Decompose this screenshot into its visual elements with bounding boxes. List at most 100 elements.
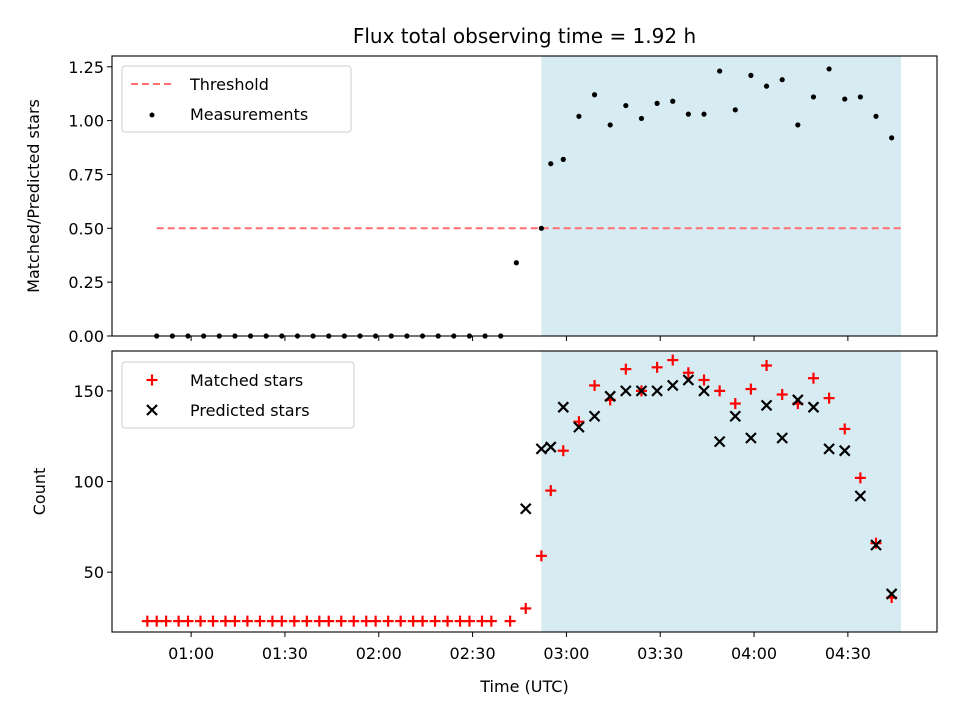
x-tick-label: 01:30 xyxy=(262,644,308,663)
matched-star-point xyxy=(313,615,325,627)
legend-matched-label: Matched stars xyxy=(190,371,303,390)
matched-star-point xyxy=(520,602,532,614)
x-tick-label: 02:30 xyxy=(450,644,496,663)
matched-star-point xyxy=(220,615,232,627)
matched-star-point xyxy=(667,354,679,366)
x-axis-label: Time (UTC) xyxy=(479,677,568,696)
matched-star-point xyxy=(504,615,516,627)
matched-star-point xyxy=(535,550,547,562)
top-y-tick-label: 0.50 xyxy=(68,219,104,238)
measurement-point xyxy=(795,122,801,128)
x-tick-label: 04:30 xyxy=(825,644,871,663)
predicted-star-point xyxy=(885,588,898,600)
measurement-point xyxy=(560,156,566,162)
predicted-star-point xyxy=(604,390,616,403)
predicted-star-point xyxy=(870,539,882,551)
top-legend-box xyxy=(121,65,352,133)
matched-star-point xyxy=(266,615,278,627)
measurement-point xyxy=(576,113,582,119)
measurement-point xyxy=(607,122,613,128)
x-tick-label: 01:00 xyxy=(168,644,214,663)
matched-star-point xyxy=(620,363,632,375)
predicted-star-point xyxy=(651,385,663,397)
matched-star-point xyxy=(442,615,454,627)
measurement-point xyxy=(638,115,645,122)
top-y-ticks: 0.00 0.25 0.50 0.75 1.00 1.25 xyxy=(68,58,112,346)
matched-star-point xyxy=(360,615,372,627)
matched-star-point xyxy=(729,398,741,410)
matched-star-point xyxy=(839,423,851,435)
matched-star-point xyxy=(454,615,466,627)
measurement-point xyxy=(826,66,832,72)
matched-star-point xyxy=(207,615,219,627)
x-tick-label: 02:00 xyxy=(356,644,402,663)
bottom-observing-window xyxy=(541,351,902,632)
matched-star-point xyxy=(870,537,882,549)
legend-threshold-label: Threshold xyxy=(189,75,269,94)
x-tick-label: 04:00 xyxy=(731,644,777,663)
predicted-star-point xyxy=(535,443,548,455)
top-y-axis-label: Matched/Predicted stars xyxy=(24,99,43,293)
legend-predicted-label: Predicted stars xyxy=(190,401,310,420)
predicted-star-point xyxy=(776,432,788,444)
measurement-point xyxy=(717,68,723,74)
x-tick-label: 03:00 xyxy=(543,644,589,663)
bottom-legend-box xyxy=(121,361,355,429)
predicted-star-point xyxy=(807,401,820,413)
measurement-point xyxy=(685,111,691,117)
matched-star-point xyxy=(241,615,253,627)
predicted-star-point xyxy=(557,401,570,413)
matched-star-point xyxy=(407,615,419,627)
measurement-point xyxy=(873,113,879,119)
predicted-star-point xyxy=(620,385,632,397)
legend-x-marker xyxy=(146,404,158,416)
x-tick-label: 03:30 xyxy=(637,644,683,663)
matched-star-point xyxy=(651,361,663,373)
measurement-point xyxy=(701,111,707,117)
predicted-star-point xyxy=(854,490,867,502)
measurement-point xyxy=(748,72,754,78)
measurement-point xyxy=(548,161,554,167)
measurement-point xyxy=(513,260,519,266)
predicted-star-point xyxy=(588,410,601,423)
matched-star-point xyxy=(254,615,266,627)
measurement-point xyxy=(591,92,598,98)
legend-measurements-swatch xyxy=(149,112,155,118)
predicted-star-point xyxy=(729,410,742,423)
matched-star-point xyxy=(745,383,757,395)
matched-star-point xyxy=(698,374,710,386)
bottom-y-tick-label: 50 xyxy=(84,563,104,582)
matched-star-point xyxy=(557,445,569,457)
matched-star-point xyxy=(173,615,185,627)
matched-star-point xyxy=(589,379,601,391)
measurement-point xyxy=(670,98,676,104)
predicted-star-point xyxy=(792,394,804,406)
predicted-star-point xyxy=(682,374,695,386)
bottom-y-tick-label: 150 xyxy=(73,382,104,401)
legend-measurements-label: Measurements xyxy=(190,105,308,124)
measurement-point xyxy=(654,100,660,106)
predicted-star-point xyxy=(544,441,557,453)
measurement-point xyxy=(779,77,785,83)
predicted-star-point xyxy=(666,379,679,392)
matched-star-point xyxy=(823,392,835,404)
matched-star-point xyxy=(151,615,163,627)
legend-matched-swatch xyxy=(146,374,158,386)
matched-star-point xyxy=(714,385,726,397)
matched-star-point xyxy=(301,615,313,627)
predicted-star-point xyxy=(519,502,532,515)
matched-star-point xyxy=(323,615,335,627)
top-y-tick-label: 0.75 xyxy=(68,165,104,184)
matched-star-point xyxy=(370,615,382,627)
matched-star-point xyxy=(141,615,153,627)
matched-star-point xyxy=(182,615,194,627)
measurement-point xyxy=(857,94,863,100)
measurement-point xyxy=(623,102,629,109)
matched-star-point xyxy=(761,360,773,372)
predicted-star-point xyxy=(713,435,726,448)
matched-star-point xyxy=(335,615,347,627)
measurement-point xyxy=(538,225,544,231)
matched-star-point xyxy=(417,615,429,627)
